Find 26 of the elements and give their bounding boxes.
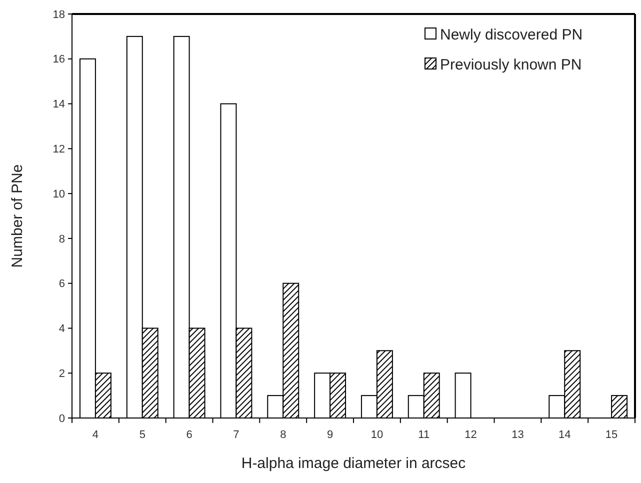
- y-tick-label: 2: [58, 368, 65, 380]
- x-tick-label: 9: [326, 429, 334, 441]
- y-tick-label: 0: [58, 412, 65, 425]
- x-tick-label: 8: [280, 429, 286, 441]
- x-tick-label: 4: [92, 429, 99, 441]
- y-tick-label: 4: [58, 323, 65, 336]
- x-tick-label: 6: [186, 429, 192, 441]
- y-tick-label: 8: [58, 233, 65, 246]
- x-tick-label: 12: [464, 429, 477, 441]
- x-tick-label: 13: [512, 429, 524, 441]
- y-tick-label: 10: [52, 188, 65, 200]
- y-tick-label: 14: [52, 98, 65, 111]
- legend-label: Previously known PN: [440, 56, 582, 74]
- y-tick-label: 18: [52, 8, 65, 21]
- x-tick-label: 14: [558, 429, 571, 441]
- x-axis-title: H-alpha image diameter in arcsec: [241, 455, 466, 472]
- x-tick-label: 10: [370, 429, 384, 441]
- y-tick-label: 12: [52, 144, 65, 156]
- x-tick-label: 7: [233, 429, 240, 441]
- x-tick-label: 15: [605, 429, 618, 441]
- y-axis-title: Number of PNe: [9, 164, 26, 268]
- y-tick-label: 6: [58, 278, 65, 290]
- x-tick-label: 11: [418, 429, 430, 441]
- legend-label: Newly discovered PN: [440, 26, 583, 44]
- y-tick-label: 16: [52, 54, 65, 66]
- x-tick-label: 5: [139, 429, 146, 441]
